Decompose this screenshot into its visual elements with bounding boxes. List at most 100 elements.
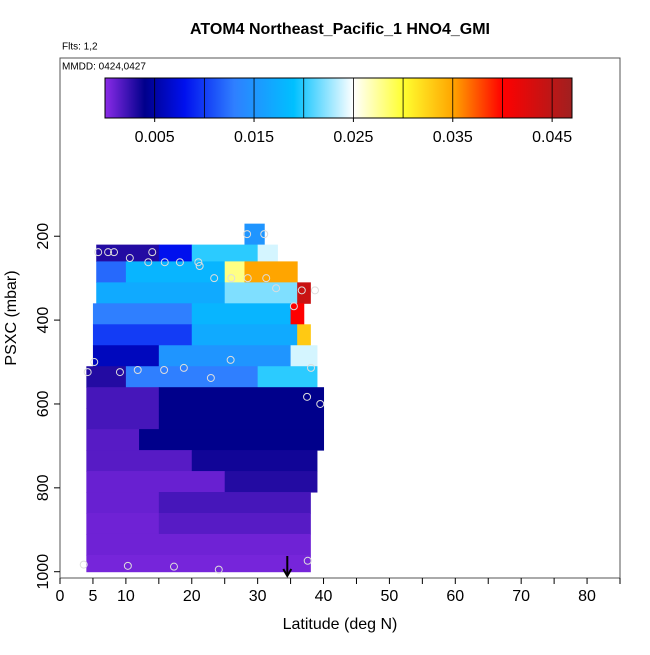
cell	[158, 408, 325, 430]
sample-point	[94, 248, 103, 257]
colorbar-tick-label: 0.025	[333, 129, 373, 146]
cell	[224, 282, 298, 304]
cell	[158, 345, 292, 367]
y-tick-label: 800	[35, 474, 52, 501]
cell	[158, 244, 193, 262]
sample-point	[316, 399, 325, 408]
cell	[244, 261, 298, 283]
sample-point	[194, 258, 203, 267]
sample-point	[243, 230, 252, 239]
cell	[191, 450, 318, 472]
cell	[92, 345, 160, 367]
sample-point	[272, 284, 281, 293]
x-tick-label: 30	[249, 588, 267, 605]
cell	[86, 450, 193, 472]
y-axis-label: PSXC (mbar)	[3, 270, 20, 365]
sample-point	[226, 355, 235, 364]
cell	[224, 261, 245, 283]
cell	[191, 244, 259, 262]
plot-frame	[59, 57, 621, 579]
sample-point	[104, 248, 113, 257]
sample-point	[227, 274, 236, 283]
cell	[125, 261, 226, 283]
sample-point	[303, 392, 312, 401]
sample-point	[179, 363, 188, 372]
curtain	[86, 223, 325, 573]
cell	[92, 324, 193, 346]
sample-point	[214, 565, 223, 574]
x-tick-label: 80	[578, 588, 596, 605]
sample-point	[90, 358, 99, 367]
sample-point	[144, 258, 153, 267]
cell	[224, 471, 318, 493]
sample-point	[297, 286, 306, 295]
sample-point	[169, 562, 178, 571]
cell	[297, 324, 311, 346]
cell	[96, 282, 226, 304]
sample-point	[303, 556, 312, 565]
cell	[158, 513, 311, 535]
y-tick-label: 200	[35, 223, 52, 250]
cell	[244, 223, 265, 246]
colorbar-tick-label: 0.045	[532, 129, 572, 146]
sample-point	[260, 230, 269, 239]
cell	[86, 513, 160, 535]
dates-label: MMDD: 0424,0427	[62, 62, 146, 73]
sample-point	[289, 302, 298, 311]
sample-point	[160, 366, 169, 374]
colorbar-tick-label: 0.015	[234, 129, 274, 146]
cell	[86, 408, 160, 430]
colorbar	[104, 77, 573, 119]
sample-point	[243, 274, 252, 283]
sample-point	[123, 561, 132, 570]
sample-point	[310, 286, 319, 295]
x-tick-label: 10	[117, 588, 135, 605]
x-tick-label: 60	[446, 588, 464, 605]
y-tick-label: 1000	[35, 554, 52, 590]
flights-label: Flts: 1,2	[62, 42, 98, 53]
cell	[86, 554, 311, 573]
cell	[158, 387, 325, 409]
sample-point	[115, 368, 124, 377]
y-tick-label: 600	[35, 391, 52, 418]
cell	[92, 303, 193, 325]
sample-point	[175, 258, 184, 267]
x-tick-label: 40	[315, 588, 333, 605]
cell	[158, 492, 311, 514]
cell	[125, 366, 259, 388]
x-axis-label: Latitude (deg N)	[283, 616, 398, 633]
cell	[191, 303, 292, 325]
sample-point	[262, 274, 271, 283]
colorbar-tick-label: 0.035	[433, 129, 473, 146]
sample-point	[307, 363, 316, 372]
cell	[139, 429, 325, 451]
colorbar-tick-label: 0.005	[135, 129, 175, 146]
sample-point	[125, 254, 134, 263]
cell	[96, 261, 127, 283]
sample-point	[83, 368, 92, 377]
sample-point	[210, 274, 219, 283]
sample-point	[160, 258, 169, 267]
sample-point	[148, 248, 157, 257]
x-tick-label: 50	[381, 588, 399, 605]
cell	[290, 345, 318, 367]
sample-point	[133, 366, 142, 374]
cell	[191, 324, 298, 346]
position-marker-head	[282, 568, 293, 579]
chart-title: ATOM4 Northeast_Pacific_1 HNO4_GMI	[190, 21, 490, 38]
cell	[290, 303, 305, 325]
cell	[86, 471, 226, 493]
x-tick-label: 5	[88, 588, 97, 605]
x-tick-label: 70	[512, 588, 530, 605]
y-tick-label: 400	[35, 307, 52, 334]
sample-point	[110, 248, 119, 257]
cell	[257, 366, 318, 388]
sample-point	[79, 560, 88, 569]
cell	[86, 492, 160, 514]
sample-point	[206, 373, 215, 382]
cell	[86, 366, 127, 388]
cell	[86, 429, 140, 451]
cell	[257, 244, 278, 262]
x-tick-label: 20	[183, 588, 201, 605]
